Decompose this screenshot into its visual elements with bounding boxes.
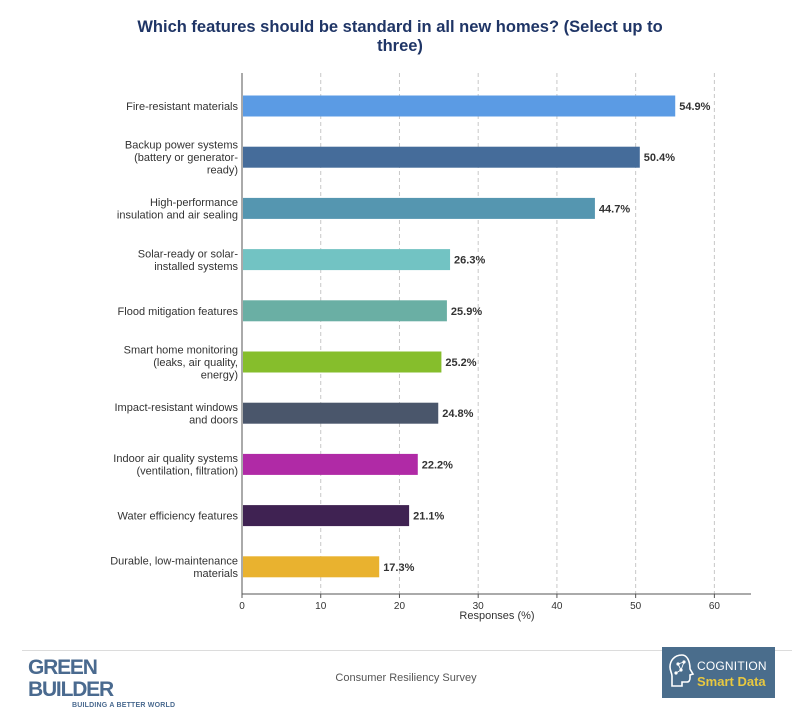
- category-labels: Fire-resistant materials Backup power sys…: [110, 101, 238, 580]
- data-label-3: 44.7%: [599, 203, 630, 215]
- bar-chart: Fire-resistant materials Backup power sys…: [110, 73, 751, 622]
- footer-divider: [22, 650, 792, 651]
- category-label-5: Flood mitigation features: [118, 306, 239, 318]
- x-axis-label: Responses (%): [459, 610, 534, 622]
- category-label-3: High-performance insulation and air seali…: [117, 197, 238, 222]
- x-tick-label-30: 30: [473, 601, 485, 612]
- bar-9: [243, 505, 410, 527]
- data-label-8: 22.2%: [422, 459, 453, 471]
- data-label-2: 50.4%: [644, 152, 675, 164]
- data-label-10: 17.3%: [383, 562, 414, 574]
- category-label-2: Backup power systems (battery or generato…: [125, 140, 239, 177]
- data-label-1: 54.9%: [679, 101, 710, 113]
- green-builder-logo-name: GREEN BUILDER: [28, 656, 114, 701]
- x-axis: 0 10 20 30 40 50 60: [239, 73, 751, 612]
- bar-7: [243, 402, 439, 424]
- x-tick-label-10: 10: [315, 601, 327, 612]
- bar-5: [243, 300, 447, 322]
- category-label-10: Durable, low-maintenance materials: [110, 556, 238, 581]
- bar-3: [243, 197, 595, 219]
- x-tick-label-60: 60: [709, 601, 721, 612]
- bar-1: [243, 95, 676, 117]
- x-tick-label-40: 40: [551, 601, 563, 612]
- data-label-4: 26.3%: [454, 255, 485, 267]
- x-tick-label-0: 0: [239, 601, 245, 612]
- data-label-7: 24.8%: [442, 408, 473, 420]
- category-label-7: Impact-resistant windows and doors: [115, 402, 239, 427]
- category-label-4: Solar-ready or solar-installed systems: [138, 248, 239, 273]
- brain-head-icon: [669, 654, 695, 687]
- bar-4: [243, 249, 451, 271]
- cognition-logo-line2: Smart Data: [697, 674, 766, 689]
- x-tick-label-20: 20: [394, 601, 406, 612]
- data-label-6: 25.2%: [445, 357, 476, 369]
- source-note: Consumer Resiliency Survey: [335, 672, 477, 684]
- bar-6: [243, 351, 442, 373]
- category-label-6: Smart home monitoring (leaks, air quality…: [124, 345, 238, 382]
- green-builder-logo-tagline: BUILDING A BETTER WORLD: [72, 702, 176, 709]
- cognition-smart-data-logo: COGNITION Smart Data: [662, 647, 775, 698]
- category-label-8: Indoor air quality systems (ventilation, …: [113, 453, 238, 478]
- data-labels: 54.9% 50.4% 44.7% 26.3% 25.9% 25.2% 24.8% 22.2%…: [383, 101, 710, 574]
- data-label-5: 25.9%: [451, 306, 482, 318]
- x-tick-label-50: 50: [630, 601, 642, 612]
- green-builder-logo: GREEN BUILDER BUILDING A BETTER WORLD: [28, 657, 178, 710]
- cognition-logo-line1: COGNITION: [697, 659, 767, 673]
- chart-title: Which features should be standard in all…: [137, 18, 663, 55]
- category-label-9: Water efficiency features: [118, 511, 239, 523]
- bar-8: [243, 453, 418, 475]
- data-label-9: 21.1%: [413, 511, 444, 523]
- category-label-1: Fire-resistant materials: [126, 101, 238, 113]
- bar-2: [243, 146, 640, 168]
- bars: [243, 95, 676, 578]
- bar-10: [243, 556, 380, 578]
